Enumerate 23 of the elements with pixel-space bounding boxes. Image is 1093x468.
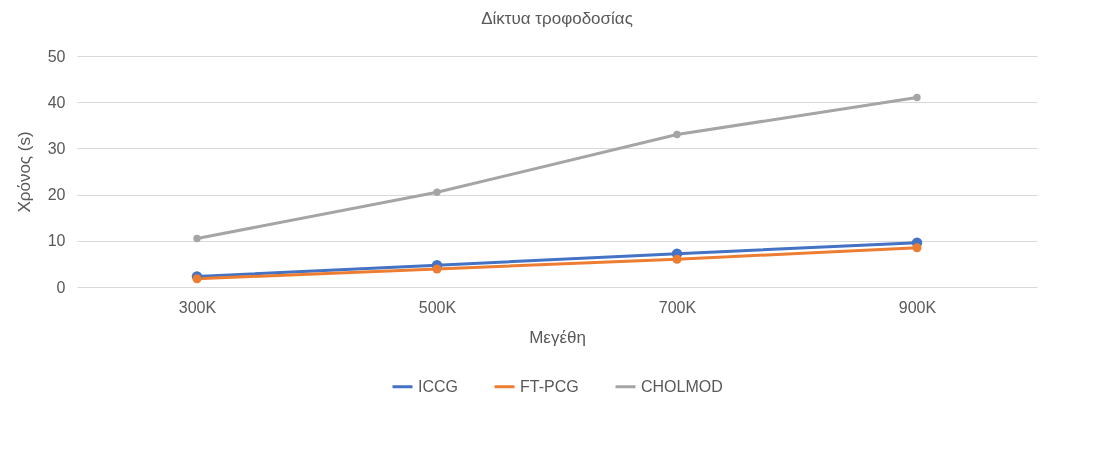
y-tick-label: 30 bbox=[47, 139, 66, 157]
x-tick-label: 500K bbox=[418, 298, 457, 316]
y-tick-label: 10 bbox=[47, 232, 66, 250]
legend-label: CHOLMOD bbox=[641, 377, 723, 395]
point bbox=[433, 188, 441, 196]
point bbox=[912, 243, 922, 253]
x-tick-label: 300K bbox=[178, 298, 217, 316]
point bbox=[672, 254, 682, 264]
y-tick-label: 40 bbox=[47, 93, 66, 111]
point bbox=[913, 93, 921, 102]
point bbox=[673, 130, 681, 139]
y-tick-label: 50 bbox=[47, 47, 66, 65]
x-axis-title: Μεγέθη bbox=[529, 327, 586, 347]
x-tick-label: 700K bbox=[658, 298, 697, 316]
y-tick-label: 20 bbox=[47, 186, 66, 204]
y-tick-label: 0 bbox=[56, 278, 66, 296]
point bbox=[193, 234, 201, 243]
legend-label: ICCG bbox=[418, 377, 458, 395]
chart-title: Δίκτυα τροφοδοσίας bbox=[481, 9, 633, 28]
y-axis-title: Χρόνος (s) bbox=[14, 131, 34, 213]
x-tick-label: 900K bbox=[898, 298, 937, 316]
legend-label: FT-PCG bbox=[520, 377, 579, 395]
point bbox=[432, 264, 442, 274]
